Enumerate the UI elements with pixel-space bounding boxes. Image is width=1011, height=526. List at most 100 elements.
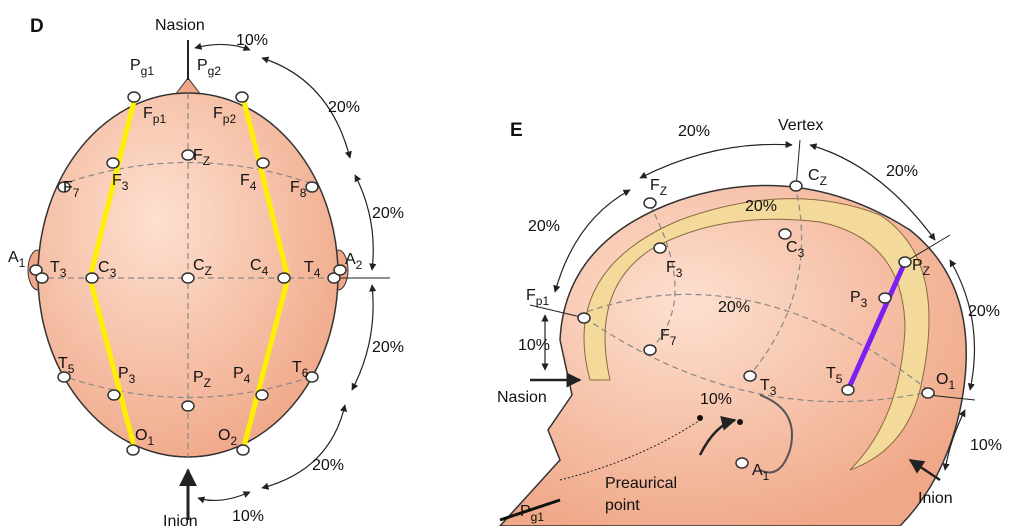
preauricular-label: point	[605, 497, 640, 514]
arc	[198, 492, 250, 500]
electrode-letter: C	[98, 259, 110, 276]
electrode-letter: O	[218, 427, 230, 444]
electrode-letter: P	[118, 365, 129, 382]
electrode-subscript: 4	[314, 266, 321, 280]
electrode-letter: T	[58, 355, 68, 372]
electrode-subscript: 7	[73, 186, 80, 200]
electrode-letter: C	[786, 239, 798, 256]
electrode-subscript: Z	[660, 184, 667, 198]
electrode	[182, 401, 194, 411]
electrode-letter: F	[290, 179, 300, 196]
electrode-label: A1	[8, 249, 26, 270]
electrode-letter: F	[112, 172, 122, 189]
electrode-letter: F	[213, 105, 223, 122]
electrode-letter: C	[808, 167, 820, 184]
electrode-letter: A	[8, 249, 19, 266]
electrode	[108, 390, 120, 400]
electrode-subscript: 4	[262, 264, 269, 278]
electrode-letter: F	[666, 259, 676, 276]
electrode-subscript: Z	[204, 376, 211, 390]
electrode-letter: P	[520, 503, 531, 520]
electrode-subscript: 5	[68, 362, 75, 376]
electrode-subscript: Z	[205, 264, 212, 278]
arc	[640, 144, 792, 178]
electrode	[127, 445, 139, 455]
percent-label: 10%	[232, 508, 264, 525]
landmark: Vertex	[778, 117, 823, 134]
electrode-letter: P	[850, 289, 861, 306]
electrode-letter: F	[650, 177, 660, 194]
electrode-letter: P	[193, 369, 204, 386]
electrode-subscript: p1	[153, 112, 167, 126]
electrode-letter: T	[760, 377, 770, 394]
electrode-subscript: 2	[356, 258, 363, 272]
electrode-letter: A	[752, 462, 763, 479]
electrode	[257, 158, 269, 168]
electrode-label: Pg1	[130, 57, 154, 78]
percent-label: 20%	[678, 123, 710, 140]
percent-label: 20%	[328, 99, 360, 116]
electrode-subscript: 2	[230, 434, 237, 448]
preauricular-label: Preaurical	[605, 475, 677, 492]
electrode	[779, 229, 791, 239]
electrode-subscript: 3	[676, 266, 683, 280]
electrode-label: Pg2	[197, 57, 221, 78]
electrode	[256, 390, 268, 400]
electrode-letter: C	[193, 257, 205, 274]
electrode-subscript: 3	[770, 384, 777, 398]
electrode-letter: F	[193, 147, 203, 164]
electrode-subscript: p1	[536, 294, 550, 308]
percent-label: 10%	[970, 437, 1002, 454]
electrode	[879, 293, 891, 303]
electrode	[922, 388, 934, 398]
panel-label: E	[510, 120, 523, 141]
percent-label: 20%	[372, 339, 404, 356]
electrode	[790, 181, 802, 191]
arc	[352, 285, 373, 390]
electrode-letter: F	[240, 172, 250, 189]
electrode-subscript: 1	[948, 378, 955, 392]
electrode-letter: F	[63, 179, 73, 196]
electrode-label: CZ	[808, 167, 827, 188]
electrode-letter: P	[197, 57, 208, 74]
eeg-diagram: DNasionInionPg1Pg2Fp1Fp2F7F3FZF4F8A1T3C3…	[0, 0, 1011, 526]
electrode-letter: A	[345, 251, 356, 268]
electrode	[128, 92, 140, 102]
electrode	[237, 445, 249, 455]
electrode-subscript: g1	[141, 64, 155, 78]
electrode-label: FZ	[650, 177, 667, 198]
electrode-subscript: g1	[531, 510, 545, 524]
electrode	[107, 158, 119, 168]
electrode	[899, 257, 911, 267]
panel-e	[500, 140, 975, 526]
electrode-subscript: 7	[670, 334, 677, 348]
point	[697, 415, 703, 421]
electrode-letter: O	[135, 427, 147, 444]
electrode-subscript: 3	[110, 266, 117, 280]
electrode	[842, 385, 854, 395]
electrode	[644, 198, 656, 208]
electrode	[744, 371, 756, 381]
arc	[355, 175, 373, 270]
electrode-subscript: 1	[763, 469, 770, 483]
percent-label: 10%	[700, 391, 732, 408]
electrode	[278, 273, 290, 283]
electrode-subscript: 1	[147, 434, 154, 448]
electrode-subscript: 3	[861, 296, 868, 310]
panel-label: D	[30, 16, 44, 37]
percent-label: 20%	[886, 163, 918, 180]
landmark: Nasion	[497, 389, 547, 406]
percent-label: 10%	[236, 32, 268, 49]
electrode-subscript: p2	[223, 112, 237, 126]
percent-label: 10%	[518, 337, 550, 354]
percent-label: 20%	[718, 299, 750, 316]
electrode-subscript: 3	[798, 246, 805, 260]
electrode-subscript: 8	[300, 186, 307, 200]
point	[737, 419, 743, 425]
electrode-letter: F	[526, 287, 536, 304]
percent-label: 20%	[968, 303, 1000, 320]
electrode	[182, 273, 194, 283]
electrode	[578, 313, 590, 323]
electrode-subscript: Z	[923, 264, 930, 278]
electrode-subscript: 1	[19, 256, 26, 270]
